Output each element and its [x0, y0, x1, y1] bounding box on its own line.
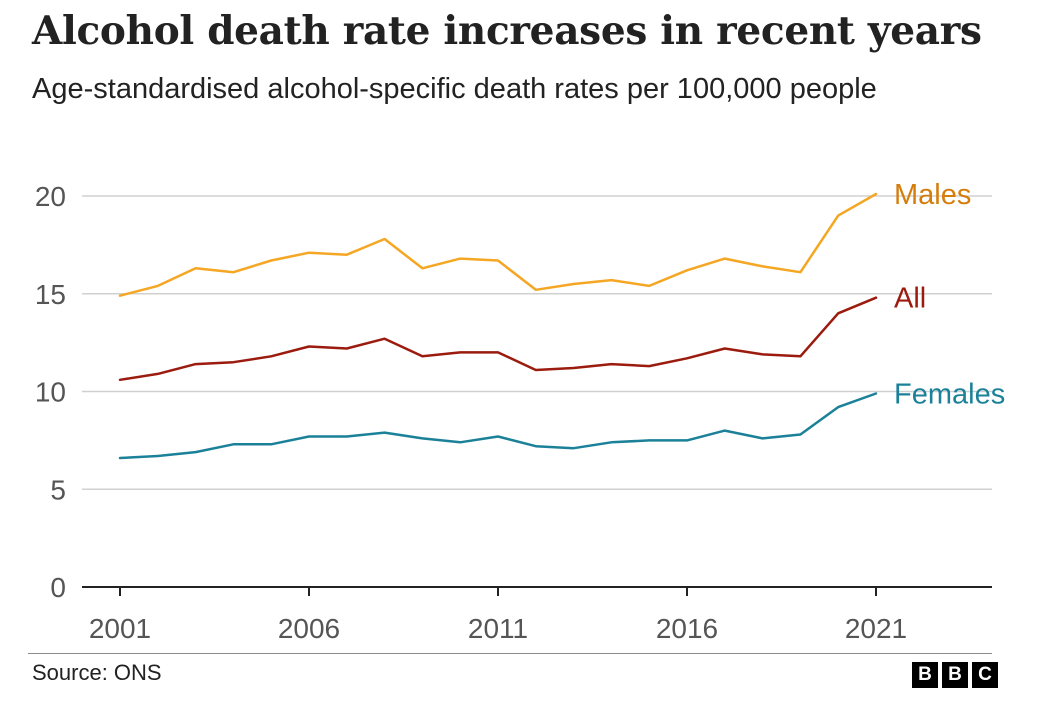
- gridlines: [82, 195, 992, 588]
- x-tick-label: 2001: [89, 613, 151, 644]
- bbc-logo-letter: B: [912, 662, 938, 688]
- series-line-females: [118, 392, 878, 460]
- y-tick-label: 20: [35, 181, 66, 212]
- x-tick-label: 2021: [845, 613, 907, 644]
- x-tick-label: 2016: [656, 613, 718, 644]
- x-tick-label: 2011: [468, 613, 528, 644]
- series-line-all: [118, 296, 878, 382]
- source-note: Source: ONS: [32, 660, 162, 685]
- x-axis: 2001 2006 2011 2016 2021: [89, 587, 907, 644]
- line-chart: 0 5 10 15 20 2001 2006 2011 2016 2021 Males All Fe…: [35, 179, 1005, 644]
- y-tick-label: 10: [35, 377, 66, 408]
- y-axis-tick-labels: 0 5 10 15 20: [35, 181, 66, 603]
- chart-subtitle: Age-standardised alcohol-specific death …: [32, 73, 877, 105]
- y-tick-label: 5: [50, 474, 66, 505]
- y-tick-label: 0: [50, 572, 66, 603]
- bbc-logo-letter: C: [972, 662, 998, 688]
- bbc-logo: B B C: [912, 662, 998, 688]
- footer-divider: [28, 653, 992, 654]
- x-tick-label: 2006: [278, 613, 340, 644]
- chart-title: Alcohol death rate increases in recent y…: [32, 8, 982, 54]
- series-line-males: [118, 192, 878, 297]
- series-label-females: Females: [894, 378, 1005, 410]
- series-label-males: Males: [894, 179, 971, 211]
- series-label-all: All: [894, 283, 926, 315]
- bbc-logo-letter: B: [942, 662, 968, 688]
- y-tick-label: 15: [35, 279, 66, 310]
- series-lines: [118, 192, 878, 460]
- series-labels: Males All Females: [894, 179, 1005, 410]
